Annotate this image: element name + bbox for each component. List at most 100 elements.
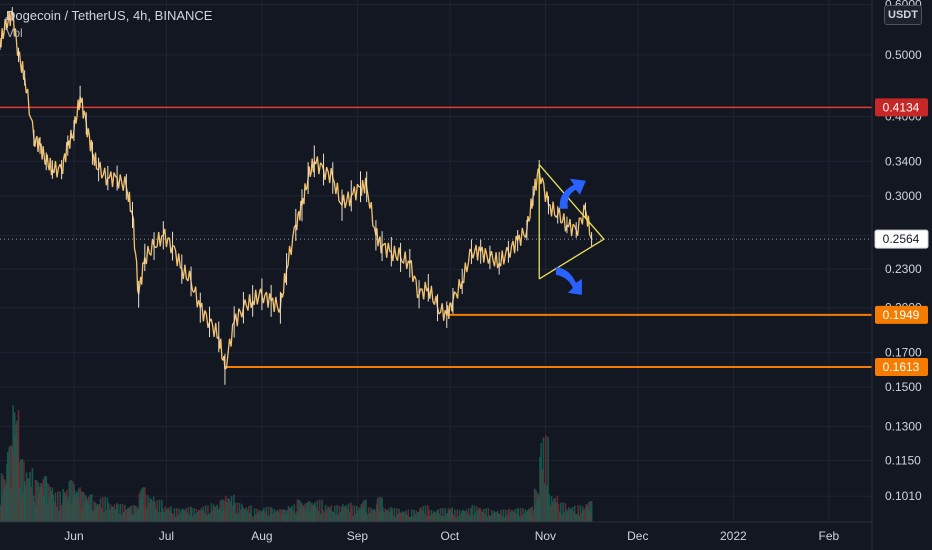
volume-bar — [516, 508, 519, 522]
volume-bar — [506, 515, 508, 522]
volume-bar — [365, 499, 367, 522]
volume-bar — [246, 510, 249, 522]
volume-bar — [254, 514, 257, 522]
volume-bar — [436, 510, 438, 522]
volume-indicator-label[interactable]: Vol — [6, 26, 23, 40]
volume-bar — [196, 511, 199, 522]
volume-bar — [372, 509, 375, 522]
volume-bar — [430, 510, 433, 522]
volume-bar — [216, 504, 219, 522]
interval[interactable]: 4h — [132, 8, 148, 23]
volume-bar — [316, 500, 319, 522]
volume-bar — [525, 511, 528, 522]
volume-bar — [545, 435, 547, 522]
volume-bar — [241, 504, 243, 522]
volume-bar — [373, 508, 376, 522]
volume-bar — [188, 514, 191, 522]
volume-bar — [432, 511, 435, 522]
volume-bar — [507, 510, 509, 522]
volume-bar — [259, 510, 262, 522]
volume-bar — [382, 507, 384, 522]
volume-bar — [543, 483, 546, 522]
volume-bar — [352, 515, 355, 522]
volume-bar — [164, 506, 167, 522]
volume-bar — [470, 508, 472, 522]
volume-bar — [522, 508, 524, 522]
price-line — [0, 10, 593, 370]
volume-bar — [173, 508, 176, 522]
volume-bar — [560, 502, 562, 522]
volume-bar — [580, 512, 583, 522]
volume-bar — [209, 512, 212, 522]
currency-button[interactable]: USDT — [884, 5, 922, 25]
volume-bar — [466, 513, 469, 522]
volume-bar — [34, 480, 37, 522]
volume-bar — [482, 508, 485, 522]
volume-bar — [54, 492, 57, 522]
volume-bar — [563, 512, 566, 522]
volume-bar — [417, 511, 420, 522]
volume-bar — [564, 503, 567, 522]
volume-bar — [502, 509, 505, 522]
volume-bar — [197, 510, 200, 522]
volume-bar — [117, 504, 119, 522]
volume-bar — [186, 512, 189, 522]
volume-bar — [324, 504, 327, 522]
volume-bar — [28, 478, 30, 522]
volume-bar — [548, 494, 551, 522]
arrow-up-shape — [559, 178, 586, 209]
volume-bar — [395, 508, 398, 522]
volume-bar — [569, 508, 571, 522]
volume-bar — [353, 505, 356, 522]
volume-bar — [583, 510, 585, 522]
volume-bar — [221, 499, 223, 522]
volume-bar — [30, 486, 33, 522]
volume-bar — [387, 508, 390, 522]
volume-bar — [155, 508, 157, 522]
volume-bar — [236, 502, 239, 522]
volume-bar — [338, 505, 341, 522]
volume-bar — [120, 514, 123, 522]
volume-bar — [110, 504, 112, 522]
volume-bar — [540, 443, 542, 522]
volume-bar — [158, 499, 161, 522]
volume-bar — [154, 501, 156, 522]
volume-bar — [172, 514, 175, 522]
volume-bar — [214, 506, 216, 522]
price-label-box — [875, 358, 928, 377]
volume-bar — [431, 513, 434, 522]
volume-bar — [191, 508, 193, 522]
volume-bar — [275, 510, 278, 522]
volume-bar — [412, 516, 414, 522]
x-tick-label: 2022 — [720, 529, 747, 543]
volume-bar — [343, 507, 345, 522]
volume-bar — [492, 514, 494, 522]
volume-bar — [575, 514, 577, 522]
volume-bar — [485, 508, 487, 522]
volume-bar — [106, 497, 109, 522]
volume-bar — [162, 508, 164, 522]
volume-bar — [404, 512, 406, 522]
volume-bar — [406, 514, 408, 522]
volume-bar — [398, 508, 400, 522]
volume-bar — [130, 505, 133, 522]
volume-bar — [340, 506, 343, 522]
volume-bar — [249, 513, 251, 522]
volume-bar — [542, 437, 545, 522]
volume-bar — [212, 504, 215, 522]
volume-bar — [331, 511, 334, 522]
volume-bar — [121, 503, 124, 522]
volume-bar — [207, 505, 209, 522]
volume-bar — [379, 496, 382, 522]
symbol-name[interactable]: Dogecoin / TetherUS — [6, 8, 126, 23]
volume-bar — [439, 508, 442, 522]
volume-bar — [200, 507, 202, 522]
volume-bar — [458, 509, 461, 522]
volume-bar — [562, 502, 564, 522]
volume-bar — [378, 497, 380, 522]
volume-bar — [274, 511, 277, 522]
